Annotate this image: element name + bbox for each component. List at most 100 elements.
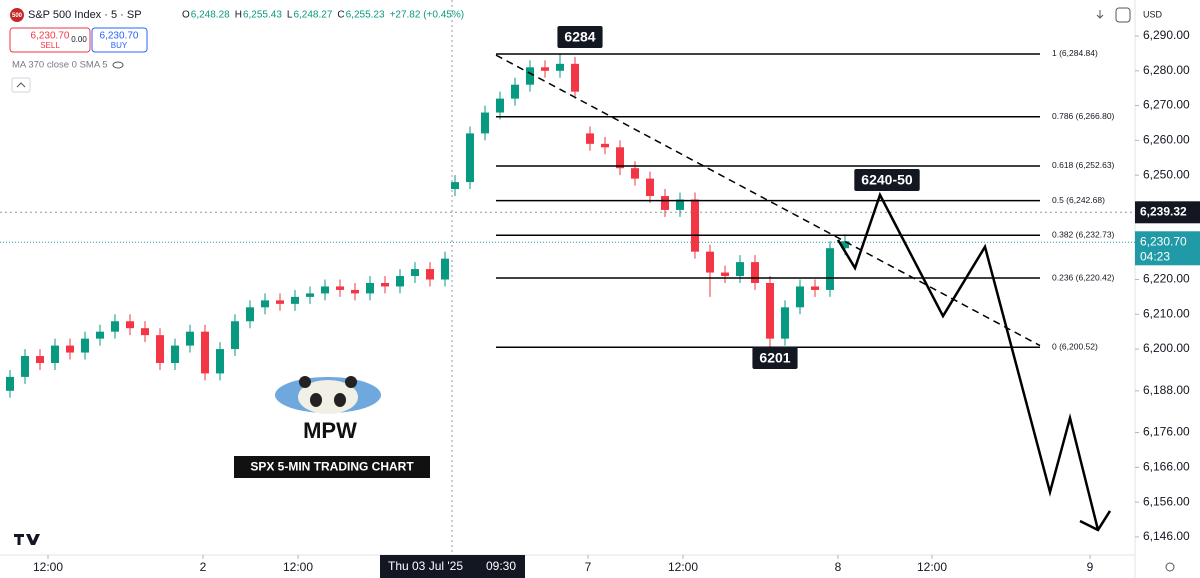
- caption: SPX 5-MIN TRADING CHART: [250, 460, 414, 474]
- candle-body: [451, 182, 459, 190]
- candle-body: [441, 258, 449, 280]
- arrowhead: [1079, 510, 1112, 532]
- ohlc: O 6,248.28 H 6,255.43 L 6,248.27 C 6,255.23 +27.…: [182, 10, 464, 21]
- buy-price: 6,230.70: [100, 31, 139, 42]
- candle-body: [841, 241, 849, 249]
- candle-body: [51, 345, 59, 363]
- candle-body: [231, 321, 239, 350]
- x-tick-label: 2: [200, 560, 207, 574]
- candle-body: [366, 282, 374, 294]
- y-tick-label: 6,250.00: [1143, 167, 1190, 181]
- settings-icon[interactable]: [1165, 562, 1175, 572]
- candle-body: [511, 84, 519, 99]
- fib-label: 0.5 (6,242.68): [1052, 195, 1105, 205]
- tv-logo: [14, 534, 40, 545]
- currency: USD: [1143, 9, 1163, 19]
- candle-body: [751, 262, 759, 283]
- indicator: MA 370 close 0 SMA 5: [12, 60, 108, 71]
- candle-body: [811, 286, 819, 290]
- y-tick-label: 6,146.00: [1143, 529, 1190, 543]
- annotation: 6201: [759, 350, 790, 366]
- candle-body: [661, 196, 669, 210]
- candle-body: [646, 178, 654, 197]
- candle-body: [721, 272, 729, 277]
- y-tick-label: 6,260.00: [1143, 133, 1190, 147]
- crosshair-time-tag: [380, 555, 525, 578]
- spread: 0.00: [71, 35, 87, 44]
- candle-body: [216, 349, 224, 374]
- arrowhead-lines: [1079, 510, 1112, 532]
- annotation-box: [752, 347, 798, 369]
- sell-button[interactable]: [9, 27, 91, 53]
- candle-body: [426, 269, 434, 280]
- crosshair-price-tag: [1135, 201, 1200, 224]
- sell-price: 6,230.70: [31, 31, 70, 42]
- candle-body: [766, 282, 774, 339]
- candle-body: [676, 199, 684, 210]
- candle-body: [556, 63, 564, 71]
- y-tick-label: 6,290.00: [1143, 28, 1190, 42]
- candle-body: [186, 331, 194, 346]
- candle-body: [21, 356, 29, 377]
- candle-body: [481, 112, 489, 134]
- y-tick-label: 6,188.00: [1143, 383, 1190, 397]
- logo-eye: [310, 393, 322, 407]
- candle-body: [411, 269, 419, 277]
- candle-body: [781, 307, 789, 339]
- candle-body: [526, 67, 534, 85]
- fib-label: 0.382 (6,232.73): [1052, 229, 1115, 239]
- y-tick-label: 6,220.00: [1143, 272, 1190, 286]
- buy-label: BUY: [111, 41, 128, 50]
- ohlc-key: O: [182, 10, 190, 21]
- candle-body: [6, 376, 14, 391]
- badge: [10, 8, 24, 22]
- caption-box: [234, 456, 430, 478]
- candle-body: [336, 286, 344, 290]
- eye-icon[interactable]: [112, 61, 124, 69]
- countdown: 04:23: [1140, 249, 1170, 263]
- crosshair-price-label: 6,239.32: [1140, 204, 1187, 218]
- fib-label: 0.786 (6,266.80): [1052, 111, 1115, 121]
- plot: 1 (6,284.84) 0.786 (6,266.80) 0.618 (6,252…: [0, 0, 1135, 555]
- badge-text: 500: [12, 13, 23, 19]
- last-price-tag: [1135, 231, 1200, 266]
- collapse-button[interactable]: [11, 77, 31, 93]
- candle-body: [736, 262, 744, 277]
- x-tick-label: 7: [585, 560, 592, 574]
- x-tick-label: 8: [835, 560, 842, 574]
- candle-body: [396, 276, 404, 287]
- y-tick-label: 6,166.00: [1143, 460, 1190, 474]
- candle-body: [141, 328, 149, 336]
- candle-body: [351, 289, 359, 294]
- download-icon[interactable]: [1096, 10, 1104, 19]
- ohlc-value: 6,255.43: [243, 10, 282, 21]
- y-tick-label: 6,176.00: [1143, 425, 1190, 439]
- candle-body: [36, 356, 44, 363]
- candle-body: [586, 133, 594, 144]
- ohlc-value: 6,255.23: [346, 10, 385, 21]
- y-tick-label: 6,200.00: [1143, 341, 1190, 355]
- trendline: [495, 54, 1041, 347]
- candle-body: [96, 331, 104, 339]
- logo-ear: [299, 376, 311, 388]
- screenshot-icon[interactable]: [1115, 7, 1131, 23]
- ohlc-key: L: [287, 10, 293, 21]
- candle-body: [571, 63, 579, 92]
- y-tick-label: 6,280.00: [1143, 63, 1190, 77]
- annotation: 6284: [564, 29, 595, 45]
- candle-body: [261, 300, 269, 308]
- x-tick-label: 9: [1087, 560, 1094, 574]
- logo-name: MPW: [303, 418, 357, 443]
- crosshair-date: Thu 03 Jul '25: [388, 559, 463, 573]
- candle-body: [201, 331, 209, 374]
- candle-body: [541, 67, 549, 71]
- fib-label: 0.236 (6,220.42): [1052, 272, 1115, 282]
- x-tick-label: 12:00: [917, 560, 947, 574]
- candle-body: [276, 300, 284, 304]
- candle-body: [246, 307, 254, 322]
- buy-button[interactable]: [91, 27, 148, 53]
- fib-label: 0 (6,200.52): [1052, 342, 1098, 352]
- candle-body: [156, 335, 164, 363]
- candle-body: [171, 345, 179, 363]
